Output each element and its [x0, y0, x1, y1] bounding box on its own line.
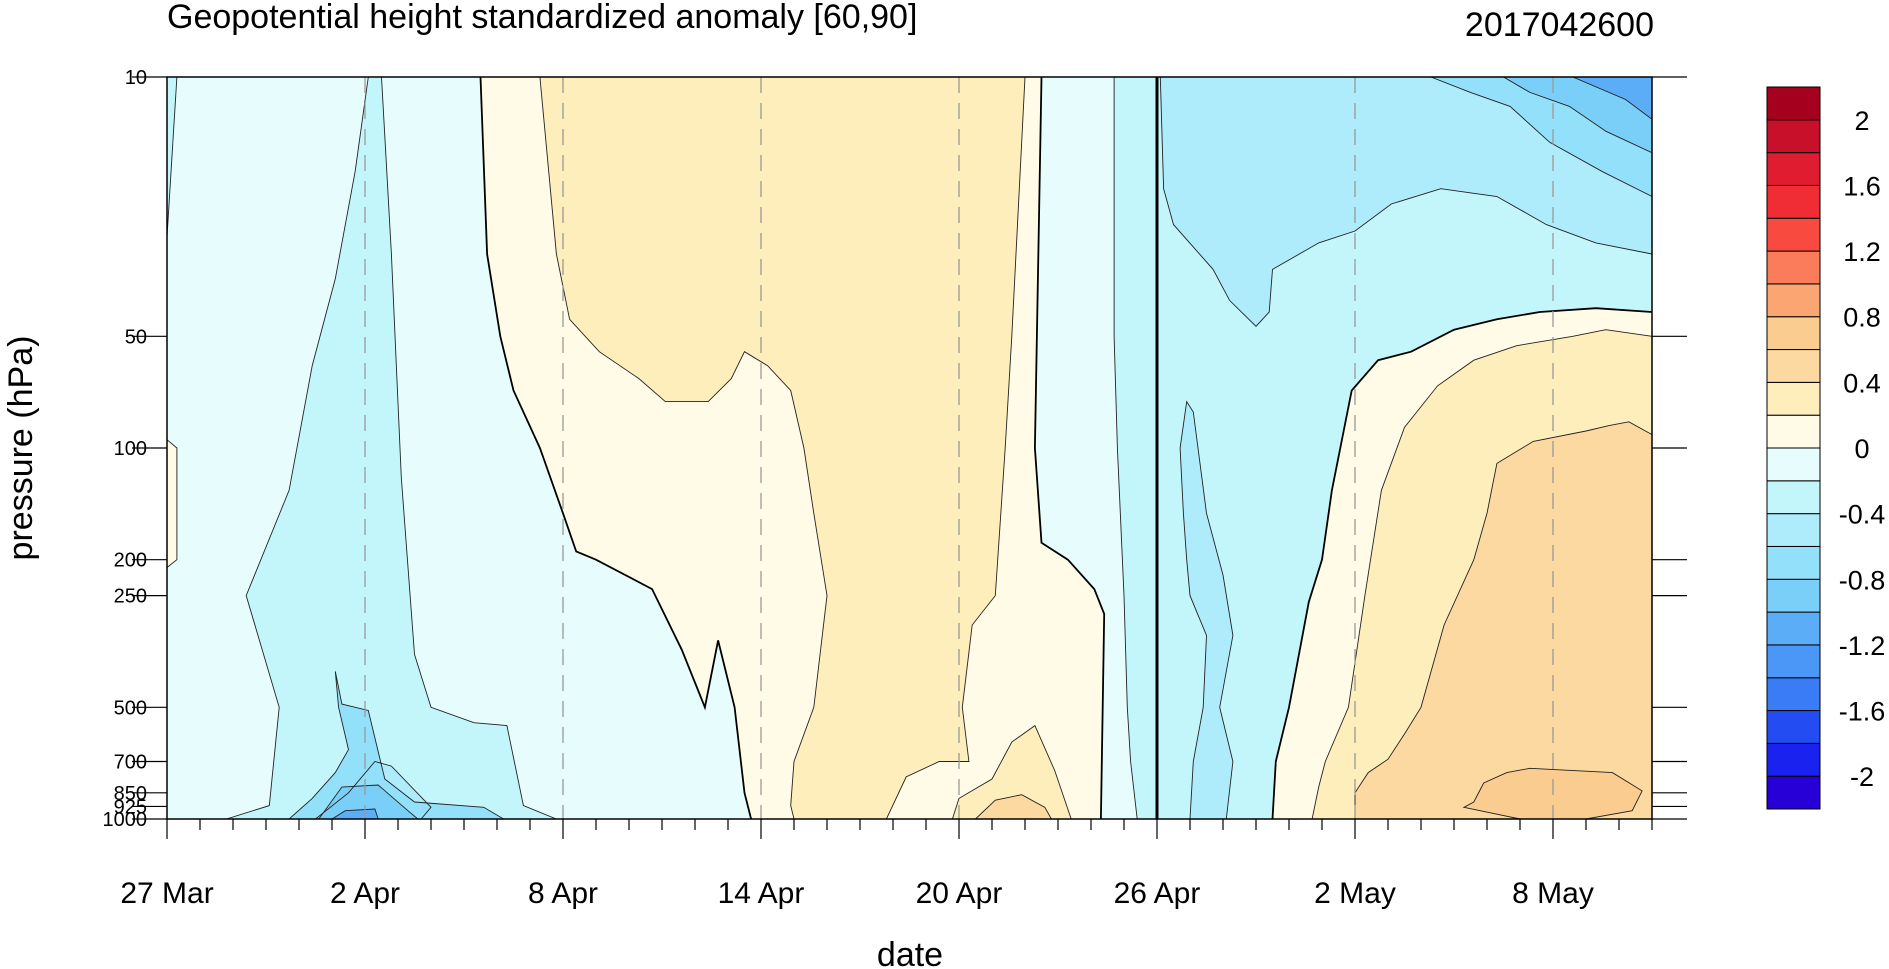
contour-line-9	[975, 794, 1052, 819]
axes-layer: 27 Mar 2 Apr 8 Apr 14 Apr 20 Apr 26 Apr 2 May 8…	[103, 67, 1687, 910]
contour-line-21	[315, 760, 432, 819]
contour-region-21	[318, 785, 418, 819]
contour-line-10	[1113, 77, 1138, 819]
y-tick-label-9: 1000	[103, 809, 148, 831]
colorbar-box-10	[1766, 447, 1821, 482]
x-tick-label-3: 14 Apr	[718, 877, 805, 910]
zero-contour-line-0	[479, 77, 752, 819]
contour-region-2	[226, 77, 557, 819]
x-tick-label-2: 8 Apr	[528, 877, 598, 910]
y-tick-label-5: 500	[114, 697, 147, 719]
contour-line-7	[885, 77, 1026, 819]
zero-contour-line-1	[1033, 77, 1106, 819]
contour-line-layer	[167, 77, 1652, 819]
x-tick-label-0: 27 Mar	[120, 877, 213, 910]
y-tick-label-0: 10	[125, 67, 147, 89]
colorbar-label-2: 1.2	[1843, 237, 1881, 267]
date-gridlines	[364, 77, 1554, 819]
chart-title: Geopotential height standardized anomaly…	[167, 0, 917, 36]
colorbar-label-1: 1.6	[1843, 171, 1881, 201]
y-axis-title: pressure (hPa)	[2, 336, 40, 561]
contour-line-6	[539, 77, 828, 819]
contour-line-11	[1159, 77, 1652, 327]
contour-line-3	[381, 77, 557, 819]
colorbar-box-13	[1766, 349, 1821, 383]
contour-region-20	[289, 671, 504, 819]
contour-region-5	[539, 77, 1025, 819]
x-tick-label-5: 26 Apr	[1114, 877, 1201, 910]
colorbar: 2 1.6 1.2 0.8 0.4 0 -0.4 -0.8 -1.2 -1.6 -2	[1766, 86, 1886, 810]
colorbar-label-0: 2	[1854, 106, 1869, 136]
x-tick-label-7: 8 May	[1512, 877, 1594, 910]
contour-fill-layer	[167, 77, 1652, 819]
y-tick-label-7: 850	[114, 783, 147, 805]
contour-line-20	[288, 671, 504, 819]
colorbar-label-5: 0	[1854, 434, 1869, 464]
colorbar-box-4	[1766, 644, 1821, 679]
contour-region-13	[1572, 77, 1652, 120]
contour-line-1	[167, 77, 178, 238]
y-tick-label-1: 50	[125, 326, 147, 348]
contour-line-17	[1354, 421, 1652, 819]
contour-region-16	[1355, 421, 1652, 819]
colorbar-box-5	[1766, 611, 1821, 646]
contour-line-19	[1179, 400, 1234, 819]
contour-line-16	[1311, 329, 1652, 819]
colorbar-label-8: -1.2	[1839, 631, 1886, 661]
colorbar-box-11	[1766, 414, 1821, 449]
colorbar-box-16	[1766, 250, 1821, 285]
colorbar-label-9: -1.6	[1839, 697, 1886, 727]
y-tick-label-6: 700	[114, 752, 147, 774]
colorbar-box-12	[1766, 381, 1821, 416]
x-tick-label-6: 2 May	[1314, 877, 1396, 910]
y-tick-label-4: 250	[114, 586, 147, 608]
colorbar-box-7	[1766, 545, 1821, 580]
contour-region-22	[332, 809, 379, 819]
colorbar-box-21	[1766, 86, 1821, 121]
colorbar-box-2	[1766, 710, 1821, 744]
colorbar-box-18	[1766, 184, 1821, 219]
colorbar-label-6: -0.4	[1839, 500, 1886, 530]
colorbar-label-4: 0.4	[1843, 368, 1881, 398]
x-tick-label-1: 2 Apr	[330, 877, 400, 910]
date-code: 2017042600	[1465, 6, 1654, 44]
colorbar-box-0	[1766, 775, 1821, 810]
contour-line-14	[1572, 77, 1652, 120]
zero-contour-line-2	[1271, 307, 1652, 819]
colorbar-box-20	[1766, 119, 1821, 154]
contour-region-9	[1100, 77, 1138, 819]
contour-line-2	[226, 77, 369, 819]
contour-region-18	[1180, 401, 1233, 819]
y-tick-label-8: 925	[114, 796, 147, 818]
contour-line-13	[1503, 77, 1652, 154]
contour-region-10	[1160, 77, 1652, 327]
contour-line-23	[331, 808, 379, 819]
contour-line-0	[167, 439, 178, 568]
x-tick-label-4: 20 Apr	[916, 877, 1003, 910]
colorbar-label-3: 0.8	[1843, 303, 1881, 333]
colorbar-box-9	[1766, 480, 1821, 515]
contour-line-22	[318, 784, 419, 819]
colorbar-box-17	[1766, 217, 1821, 252]
colorbar-box-8	[1766, 513, 1821, 547]
contour-region-3	[167, 439, 177, 568]
colorbar-box-6	[1766, 578, 1821, 613]
y-tick-label-2: 100	[114, 438, 147, 460]
y-tick-label-3: 200	[114, 550, 147, 572]
colorbar-box-15	[1766, 283, 1821, 318]
contour-region-6	[952, 725, 1072, 819]
colorbar-label-7: -0.8	[1839, 565, 1886, 595]
contour-region-11	[1226, 77, 1652, 197]
contour-line-8	[951, 724, 1072, 819]
x-axis-title: date	[877, 936, 943, 969]
colorbar-box-3	[1766, 677, 1821, 712]
colorbar-box-1	[1766, 742, 1821, 777]
colorbar-box-19	[1766, 152, 1821, 186]
contour-line-12	[1226, 77, 1652, 197]
colorbar-label-10: -2	[1850, 762, 1874, 792]
contour-line-18	[1462, 767, 1643, 819]
colorbar-box-14	[1766, 316, 1821, 351]
